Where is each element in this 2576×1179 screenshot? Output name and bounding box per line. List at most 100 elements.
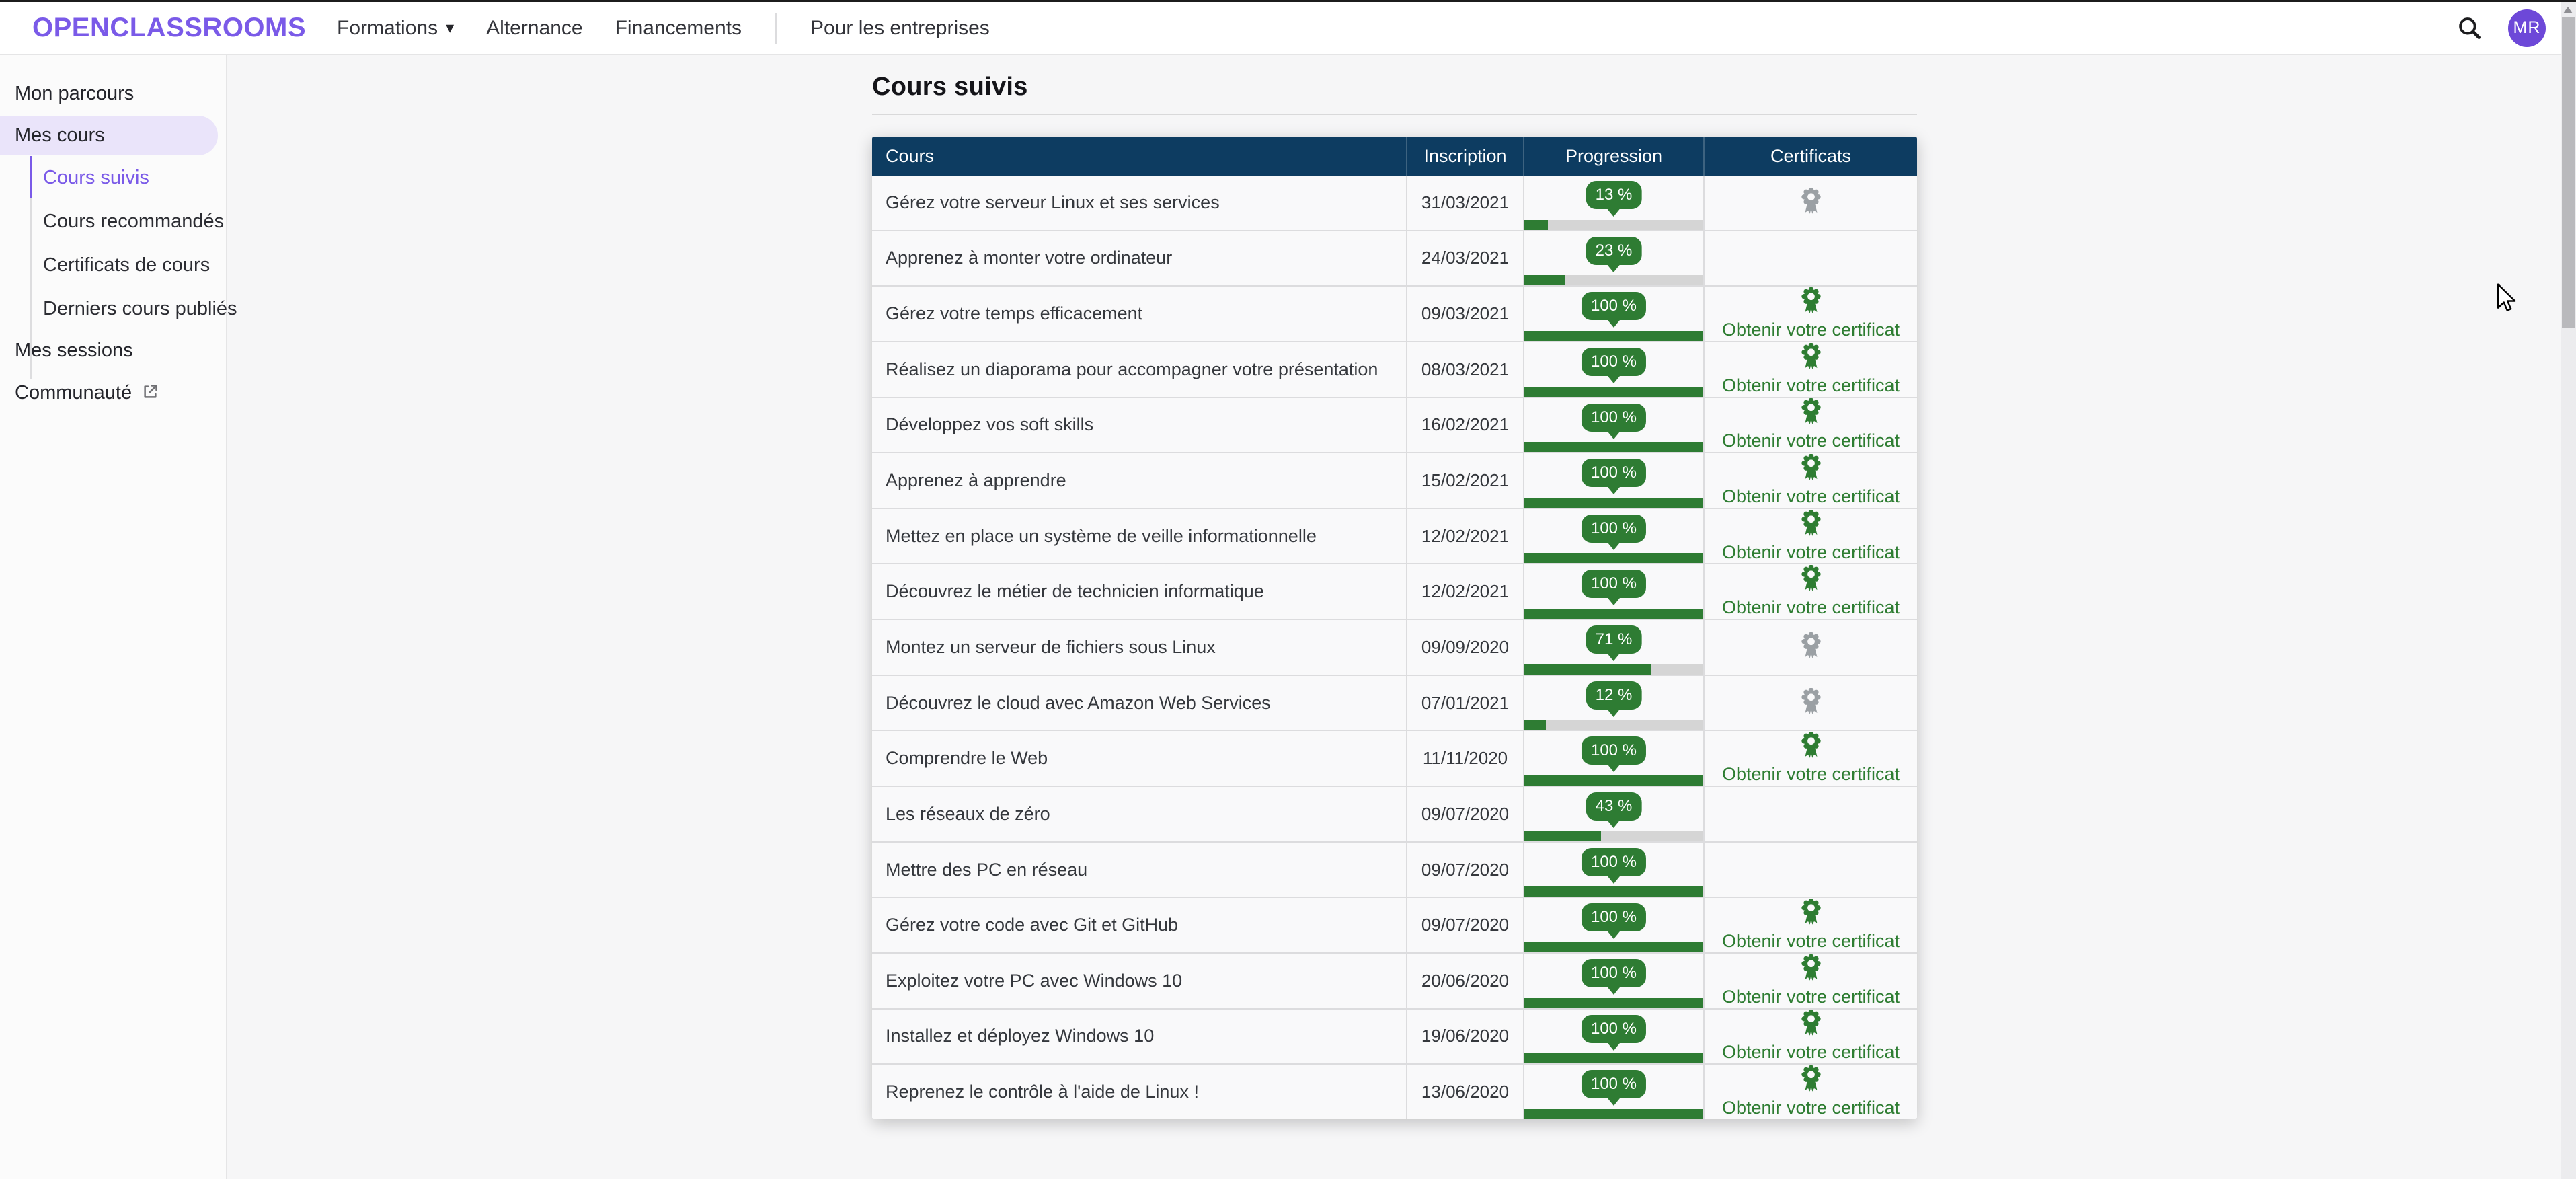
sidebar-item-derniers-cours[interactable]: Derniers cours publiés [43, 298, 237, 319]
course-name[interactable]: Gérez votre temps efficacement [886, 303, 1143, 324]
sidebar-item-cours-suivis[interactable]: Cours suivis [43, 167, 149, 188]
progress-bubble: 100 % [1581, 514, 1647, 550]
sidebar-sub-rail [30, 156, 32, 379]
certificate-link[interactable]: Obtenir votre certificat [1721, 986, 1900, 1007]
certificate-ribbon-icon [1801, 398, 1821, 425]
progression-cell: 100 % [1523, 898, 1703, 952]
progress-bubble-label: 100 % [1590, 1075, 1637, 1094]
progress-bubble-label: 100 % [1590, 852, 1637, 871]
certificate-link[interactable]: Obtenir votre certificat [1721, 430, 1900, 451]
certificate-link[interactable]: Obtenir votre certificat [1721, 375, 1900, 395]
certificate-cell: Obtenir votre certificat [1703, 898, 1917, 952]
table-row: Comprendre le Web 11/11/2020 100 % Obten… [872, 730, 1917, 786]
nav-item-formations[interactable]: Formations ▾ [337, 17, 454, 40]
sidebar: Mon parcours Mes cours Cours suivis Cour… [0, 55, 237, 1179]
sidebar-item-mes-cours-label: Mes cours [15, 124, 105, 146]
inscription-date: 08/03/2021 [1406, 342, 1523, 397]
progress-track [1524, 831, 1703, 841]
progress-bubble: 100 % [1581, 459, 1647, 495]
sidebar-item-mes-sessions[interactable]: Mes sessions [15, 340, 133, 361]
certificate-link[interactable]: Obtenir votre certificat [1721, 541, 1900, 562]
column-header-progression: Progression [1523, 137, 1703, 176]
table-row: Développez vos soft skills 16/02/2021 10… [872, 396, 1917, 453]
progress-track [1524, 386, 1703, 397]
sidebar-item-cours-recommandes[interactable]: Cours recommandés [43, 211, 225, 232]
progression-cell: 100 % [1523, 342, 1703, 397]
progress-track [1524, 775, 1703, 786]
sidebar-item-mon-parcours[interactable]: Mon parcours [15, 83, 134, 104]
nav-item-entreprises[interactable]: Pour les entreprises [810, 16, 990, 39]
progress-bubble: 43 % [1586, 792, 1642, 829]
mouse-cursor [2497, 283, 2516, 311]
course-name[interactable]: Reprenez le contrôle à l'aide de Linux ! [886, 1081, 1199, 1102]
progress-fill [1524, 442, 1703, 453]
nav-item-alternance[interactable]: Alternance [486, 16, 583, 39]
course-name[interactable]: Gérez votre code avec Git et GitHub [886, 915, 1179, 936]
vertical-scrollbar[interactable] [2561, 0, 2576, 1179]
certificate-ribbon-icon [1801, 342, 1821, 369]
progress-track [1524, 219, 1703, 230]
scrollbar-thumb[interactable] [2562, 17, 2575, 328]
progress-bubble-label: 100 % [1590, 908, 1637, 927]
course-name[interactable]: Comprendre le Web [886, 748, 1048, 769]
progression-cell: 100 % [1523, 564, 1703, 619]
scrollbar-up-arrow-icon[interactable] [2563, 7, 2573, 13]
course-name[interactable]: Découvrez le cloud avec Amazon Web Servi… [886, 692, 1271, 713]
course-name[interactable]: Gérez votre serveur Linux et ses service… [886, 192, 1220, 213]
certificate-link[interactable]: Obtenir votre certificat [1721, 1042, 1900, 1063]
certificate-cell: Obtenir votre certificat [1703, 953, 1917, 1008]
course-name[interactable]: Mettre des PC en réseau [886, 859, 1088, 880]
progress-fill [1524, 275, 1566, 286]
progress-bubble: 100 % [1581, 736, 1647, 773]
certificate-link[interactable]: Obtenir votre certificat [1721, 597, 1900, 618]
course-name[interactable]: Apprenez à apprendre [886, 470, 1066, 491]
progress-bubble-label: 100 % [1590, 574, 1637, 593]
course-name[interactable]: Exploitez votre PC avec Windows 10 [886, 970, 1183, 991]
progress-fill [1524, 1053, 1703, 1064]
nav-item-financements[interactable]: Financements [615, 16, 742, 39]
progress-fill [1524, 775, 1703, 786]
openclassrooms-logo[interactable]: OPENCLASSROOMS [32, 13, 307, 42]
certificate-link[interactable]: Obtenir votre certificat [1721, 931, 1900, 952]
sidebar-item-mes-cours[interactable]: Mes cours [0, 116, 218, 155]
course-name[interactable]: Développez vos soft skills [886, 414, 1094, 435]
progress-fill [1524, 720, 1546, 730]
certificate-ribbon-icon [1801, 1010, 1821, 1036]
sidebar-item-certificats[interactable]: Certificats de cours [43, 254, 210, 276]
certificate-cell [1703, 231, 1917, 286]
inscription-date: 19/06/2020 [1406, 1009, 1523, 1064]
course-name[interactable]: Réalisez un diaporama pour accompagner v… [886, 358, 1378, 379]
certificate-link[interactable]: Obtenir votre certificat [1721, 764, 1900, 785]
progress-fill [1524, 553, 1703, 564]
progress-bubble-label: 23 % [1595, 241, 1633, 260]
certificate-link[interactable]: Obtenir votre certificat [1721, 486, 1900, 507]
certificate-link[interactable]: Obtenir votre certificat [1721, 319, 1900, 340]
certificate-cell [1703, 620, 1917, 675]
progress-track [1524, 497, 1703, 508]
table-row: Mettre des PC en réseau 09/07/2020 100 % [872, 841, 1917, 897]
progress-track [1524, 886, 1703, 897]
progress-bubble-label: 100 % [1590, 1019, 1637, 1038]
course-name[interactable]: Montez un serveur de fichiers sous Linux [886, 636, 1216, 657]
progression-cell: 100 % [1523, 397, 1703, 453]
course-name[interactable]: Apprenez à monter votre ordinateur [886, 248, 1173, 268]
sidebar-item-communaute[interactable]: Communauté [15, 381, 159, 404]
column-header-cours: Cours [886, 145, 935, 166]
main-nav: Formations ▾ Alternance Financements Pou… [337, 12, 990, 44]
course-name[interactable]: Mettez en place un système de veille inf… [886, 525, 1317, 546]
progress-bubble: 100 % [1581, 1014, 1647, 1051]
progress-bubble: 100 % [1581, 847, 1647, 884]
course-name[interactable]: Les réseaux de zéro [886, 803, 1050, 824]
progress-fill [1524, 330, 1703, 341]
chevron-down-icon: ▾ [446, 19, 455, 37]
avatar[interactable]: MR [2508, 9, 2546, 47]
progression-cell: 100 % [1523, 1065, 1703, 1119]
progress-track [1524, 609, 1703, 619]
course-name[interactable]: Découvrez le métier de technicien inform… [886, 581, 1264, 602]
course-name[interactable]: Installez et déployez Windows 10 [886, 1026, 1155, 1047]
certificate-link[interactable]: Obtenir votre certificat [1721, 1098, 1900, 1118]
progress-bubble: 100 % [1581, 958, 1647, 995]
table-row: Exploitez votre PC avec Windows 10 20/06… [872, 952, 1917, 1008]
search-icon[interactable] [2457, 15, 2483, 41]
progress-bubble-label: 100 % [1590, 741, 1637, 760]
